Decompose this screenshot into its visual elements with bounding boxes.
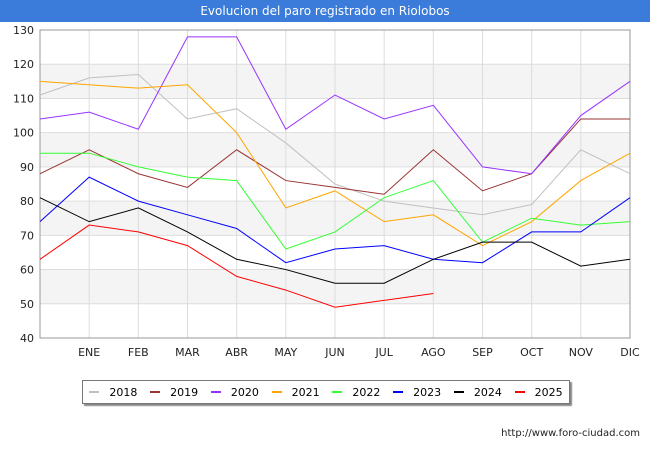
legend-swatch xyxy=(453,391,464,393)
y-tick-label: 50 xyxy=(20,298,34,311)
y-tick-label: 130 xyxy=(13,24,34,37)
source-link[interactable]: http://www.foro-ciudad.com xyxy=(501,428,640,439)
legend-swatch xyxy=(393,391,404,393)
y-tick-label: 60 xyxy=(20,264,34,277)
x-tick-label: AGO xyxy=(421,346,446,359)
legend-swatch xyxy=(150,391,161,393)
legend-label: 2019 xyxy=(170,385,199,399)
legend-label: 2023 xyxy=(413,385,442,399)
x-tick-label: JUL xyxy=(374,346,393,359)
chart-legend: 2018 2019 2020 2021 2022 2023 2024 2025 xyxy=(82,380,570,404)
x-tick-label: SEP xyxy=(472,346,493,359)
y-tick-label: 120 xyxy=(13,58,34,71)
legend-label: 2020 xyxy=(230,385,259,399)
series-line-2020 xyxy=(39,36,631,175)
x-tick-label: DIC xyxy=(620,346,640,359)
legend-label: 2018 xyxy=(109,385,138,399)
series-line-2024 xyxy=(39,197,631,284)
legend-item-2022: 2022 xyxy=(332,386,380,399)
legend-label: 2025 xyxy=(534,385,563,399)
legend-item-2020: 2020 xyxy=(210,385,259,399)
series-line-2018 xyxy=(39,73,631,216)
y-tick-label: 70 xyxy=(20,229,34,242)
x-tick-label: FEB xyxy=(128,346,149,359)
y-tick-label: 100 xyxy=(13,127,34,140)
series-line-2025 xyxy=(39,224,434,308)
series-line-2021 xyxy=(39,80,631,247)
legend-swatch xyxy=(210,391,221,393)
x-tick-label: ABR xyxy=(225,346,248,359)
y-tick-label: 110 xyxy=(13,92,34,105)
x-tick-label: MAY xyxy=(274,346,297,359)
x-tick-label: JUN xyxy=(324,346,345,359)
legend-swatch xyxy=(271,391,282,393)
x-tick-label: ENE xyxy=(78,346,100,359)
legend-swatch xyxy=(89,391,100,393)
x-tick-label: OCT xyxy=(520,346,543,359)
legend-item-2025: 2025 xyxy=(514,385,563,399)
chart-title: Evolucion del paro registrado en Riolobo… xyxy=(0,0,650,22)
legend-label: 2022 xyxy=(352,385,381,399)
legend-swatch xyxy=(332,391,343,393)
legend-item-2021: 2021 xyxy=(271,385,320,399)
legend-item-2019: 2019 xyxy=(150,386,198,399)
series-line-2023 xyxy=(39,176,631,264)
legend-label: 2024 xyxy=(473,385,502,399)
plot-frame xyxy=(39,29,631,339)
legend-item-2018: 2018 xyxy=(89,386,137,399)
legend-item-2024: 2024 xyxy=(453,385,502,399)
y-tick-label: 40 xyxy=(20,332,34,345)
y-tick-label: 90 xyxy=(20,161,34,174)
legend-label: 2021 xyxy=(291,385,320,399)
legend-item-2023: 2023 xyxy=(393,386,441,399)
x-tick-label: MAR xyxy=(175,346,200,359)
x-tick-label: NOV xyxy=(569,346,594,359)
legend-swatch xyxy=(514,391,525,393)
y-tick-label: 80 xyxy=(20,195,34,208)
series-line-2022 xyxy=(40,152,631,250)
